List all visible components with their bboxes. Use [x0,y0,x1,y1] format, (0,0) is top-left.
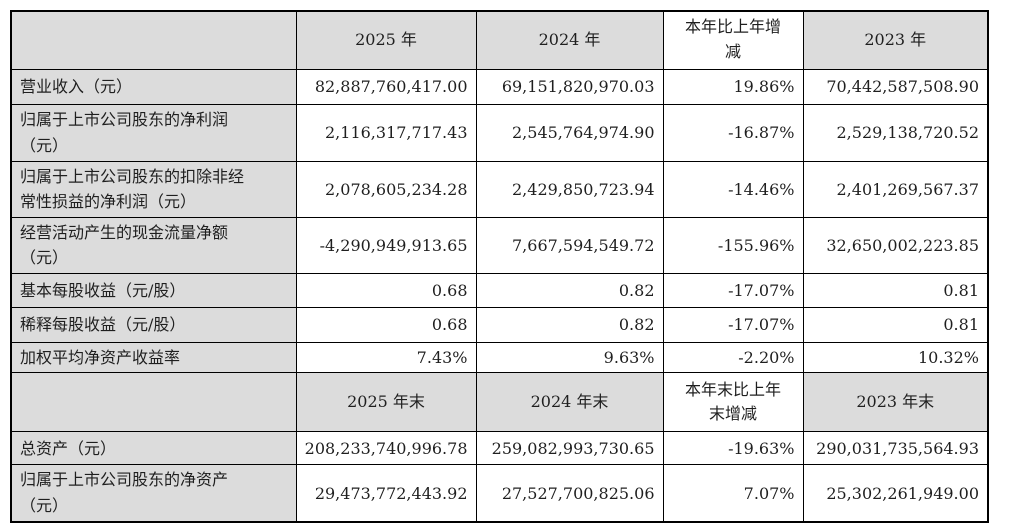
table-row-net-profit: 归属于上市公司股东的净利润 （元） 2,116,317,717.43 2,545… [10,103,989,162]
financial-summary-table: 2025 年 2024 年 本年比上年增 减 2023 年 营业收入（元） 82… [10,10,989,523]
period-header-row: 2025 年 2024 年 本年比上年增 减 2023 年 [10,10,989,70]
value-2025: 2,078,605,234.28 [295,160,477,218]
table-row-basic-eps: 基本每股收益（元/股） 0.68 0.82 -17.07% 0.81 [10,272,989,308]
value-2025: 29,473,772,443.92 [295,464,477,523]
value-change: -17.07% [662,306,804,343]
table-row-total-assets: 总资产（元） 208,233,740,996.78 259,082,993,73… [10,431,989,466]
header-end-change: 本年末比上年 末增减 [662,372,804,433]
value-change: -155.96% [662,216,804,274]
endpoint-header-row: 2025 年末 2024 年末 本年末比上年 末增减 2023 年末 [10,372,989,433]
value-2023: 70,442,587,508.90 [802,68,989,105]
header-empty-cell [10,10,297,70]
table-row-revenue: 营业收入（元） 82,887,760,417.00 69,151,820,970… [10,68,989,105]
value-2024: 7,667,594,549.72 [475,216,664,274]
row-label: 营业收入（元） [10,68,297,105]
value-change: -17.07% [662,272,804,308]
value-2025: 208,233,740,996.78 [295,431,477,466]
value-2023: 0.81 [802,306,989,343]
header-year-2025: 2025 年 [295,10,477,70]
header-year-2023: 2023 年 [802,10,989,70]
value-2024: 9.63% [475,341,664,374]
value-2023: 2,401,269,567.37 [802,160,989,218]
value-change: -14.46% [662,160,804,218]
value-2023: 2,529,138,720.52 [802,103,989,162]
value-2023: 0.81 [802,272,989,308]
value-2025: 0.68 [295,272,477,308]
table-row-weighted-roe: 加权平均净资产收益率 7.43% 9.63% -2.20% 10.32% [10,341,989,374]
value-2024: 0.82 [475,272,664,308]
table-row-net-profit-excl-nonrecurring: 归属于上市公司股东的扣除非经 常性损益的净利润（元） 2,078,605,234… [10,160,989,218]
row-label: 归属于上市公司股东的净资产 （元） [10,464,297,523]
row-label: 总资产（元） [10,431,297,466]
value-2024: 27,527,700,825.06 [475,464,664,523]
header-end-2024: 2024 年末 [475,372,664,433]
value-2023: 290,031,735,564.93 [802,431,989,466]
value-2025: 2,116,317,717.43 [295,103,477,162]
value-change: -19.63% [662,431,804,466]
row-label: 归属于上市公司股东的扣除非经 常性损益的净利润（元） [10,160,297,218]
value-change: 7.07% [662,464,804,523]
value-2023: 25,302,261,949.00 [802,464,989,523]
value-2025: 0.68 [295,306,477,343]
header-end-2025: 2025 年末 [295,372,477,433]
value-2023: 32,650,002,223.85 [802,216,989,274]
table-row-operating-cash-flow: 经营活动产生的现金流量净额 （元） -4,290,949,913.65 7,66… [10,216,989,274]
value-2024: 2,429,850,723.94 [475,160,664,218]
value-change: 19.86% [662,68,804,105]
value-2023: 10.32% [802,341,989,374]
header-yoy-change: 本年比上年增 减 [662,10,804,70]
value-2025: 82,887,760,417.00 [295,68,477,105]
value-change: -2.20% [662,341,804,374]
value-2024: 259,082,993,730.65 [475,431,664,466]
value-2024: 69,151,820,970.03 [475,68,664,105]
value-2025: 7.43% [295,341,477,374]
header-year-2024: 2024 年 [475,10,664,70]
value-2024: 0.82 [475,306,664,343]
table-row-diluted-eps: 稀释每股收益（元/股） 0.68 0.82 -17.07% 0.81 [10,306,989,343]
row-label: 稀释每股收益（元/股） [10,306,297,343]
header-empty-cell [10,372,297,433]
header-end-2023: 2023 年末 [802,372,989,433]
row-label: 经营活动产生的现金流量净额 （元） [10,216,297,274]
value-2025: -4,290,949,913.65 [295,216,477,274]
row-label: 基本每股收益（元/股） [10,272,297,308]
row-label: 加权平均净资产收益率 [10,341,297,374]
value-2024: 2,545,764,974.90 [475,103,664,162]
table-row-net-assets: 归属于上市公司股东的净资产 （元） 29,473,772,443.92 27,5… [10,464,989,523]
row-label: 归属于上市公司股东的净利润 （元） [10,103,297,162]
value-change: -16.87% [662,103,804,162]
